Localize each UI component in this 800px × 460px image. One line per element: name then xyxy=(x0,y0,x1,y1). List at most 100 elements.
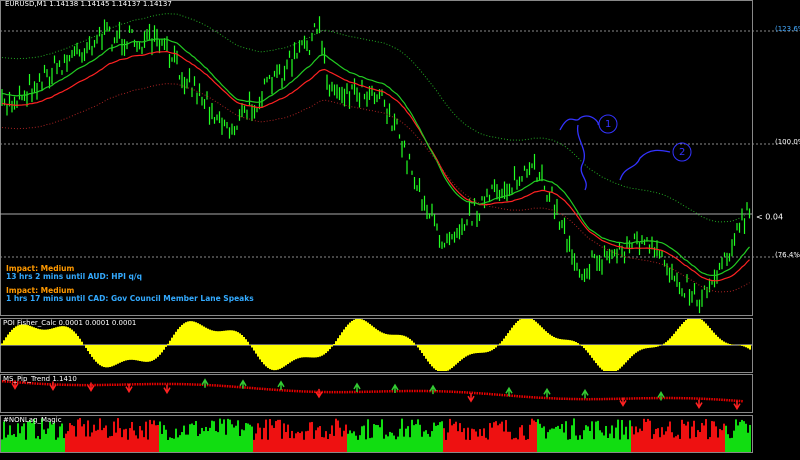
hand-drawing xyxy=(619,149,671,181)
histogram-bar xyxy=(639,428,641,452)
histogram-bar xyxy=(381,419,383,452)
histogram-bar xyxy=(3,340,5,345)
histogram-bar xyxy=(47,329,49,345)
histogram-bar xyxy=(159,421,161,452)
histogram-bar xyxy=(231,330,233,345)
histogram-bar xyxy=(27,325,29,345)
histogram-bar xyxy=(223,419,225,452)
histogram-bar xyxy=(493,422,495,452)
histogram-bar xyxy=(143,345,145,362)
histogram-bar xyxy=(245,339,247,345)
histogram-bar xyxy=(219,331,221,345)
histogram-bar xyxy=(309,345,311,358)
histogram-bar xyxy=(141,430,143,452)
histogram-bar xyxy=(373,424,375,452)
histogram-bar xyxy=(519,427,521,452)
histogram-bar xyxy=(569,439,571,452)
histogram-bar xyxy=(295,345,297,360)
histogram-bar xyxy=(271,345,273,370)
histogram-bar xyxy=(629,345,631,359)
histogram-bar xyxy=(595,345,597,364)
trend-arrow xyxy=(353,382,361,392)
histogram-bar xyxy=(347,433,349,452)
histogram-bar xyxy=(323,437,325,452)
histogram-bar xyxy=(187,434,189,452)
histogram-bar xyxy=(563,339,565,345)
histogram-bar xyxy=(495,345,497,348)
histogram-bar xyxy=(105,425,107,452)
histogram-bar xyxy=(211,420,213,452)
histogram-bar xyxy=(7,334,9,345)
histogram-bar xyxy=(87,345,89,352)
histogram-bar xyxy=(387,334,389,345)
histogram-bar xyxy=(63,326,65,345)
histogram-bar xyxy=(423,431,425,452)
histogram-bar xyxy=(573,418,575,452)
fibo-label: (123.6%) xyxy=(775,25,800,33)
histogram-bar xyxy=(461,432,463,452)
histogram-bar xyxy=(109,345,111,367)
histogram-bar xyxy=(577,439,579,452)
trend-arrow xyxy=(49,381,57,391)
histogram-bar xyxy=(723,341,725,345)
histogram-bar xyxy=(669,421,671,452)
histogram-bar xyxy=(609,433,611,452)
histogram-bar xyxy=(341,332,343,345)
histogram-bar xyxy=(329,433,331,452)
histogram-bar xyxy=(329,345,331,350)
histogram-bar xyxy=(547,432,549,452)
histogram-bar xyxy=(689,438,691,452)
histogram-bar xyxy=(443,428,445,452)
histogram-bar xyxy=(241,335,243,345)
histogram-bar xyxy=(67,327,69,345)
histogram-bar xyxy=(15,326,17,345)
histogram-bar xyxy=(535,421,537,452)
histogram-bar xyxy=(585,425,587,452)
histogram-bar xyxy=(495,421,497,452)
histogram-bar xyxy=(267,439,269,452)
histogram-bar xyxy=(353,319,355,345)
histogram-bar xyxy=(677,434,679,452)
histogram-bar xyxy=(129,428,131,452)
histogram-bar xyxy=(69,328,71,345)
histogram-bar xyxy=(465,345,467,357)
histogram-bar xyxy=(523,435,525,452)
histogram-bar xyxy=(337,338,339,345)
histogram-bar xyxy=(499,343,501,345)
histogram-bar xyxy=(749,345,751,350)
news-event: 13 hrs 2 mins until AUD: HPI q/q xyxy=(6,272,142,281)
histogram-bar xyxy=(531,319,533,345)
histogram-bar xyxy=(743,345,745,347)
histogram-bar xyxy=(299,345,301,358)
histogram-bar xyxy=(261,439,263,452)
histogram-bar xyxy=(253,345,255,351)
histogram-bar xyxy=(57,437,59,452)
histogram-bar xyxy=(417,345,419,348)
histogram-bar xyxy=(431,345,433,367)
histogram-bar xyxy=(741,419,743,452)
histogram-bar xyxy=(727,343,729,345)
histogram-bar xyxy=(723,423,725,452)
histogram-bar xyxy=(713,332,715,345)
histogram-bar xyxy=(521,425,523,452)
histogram-bar xyxy=(169,437,171,452)
histogram-bar xyxy=(387,436,389,452)
histogram-bar xyxy=(589,345,591,356)
histogram-bar xyxy=(433,422,435,452)
histogram-bar xyxy=(721,430,723,452)
histogram-bar xyxy=(677,328,679,345)
histogram-bar xyxy=(197,436,199,452)
histogram-bar xyxy=(427,345,429,362)
histogram-bar xyxy=(209,427,211,452)
histogram-bar xyxy=(129,345,131,360)
histogram-bar xyxy=(399,334,401,345)
histogram-bar xyxy=(375,424,377,452)
trend-arrow xyxy=(87,382,95,393)
histogram-bar xyxy=(647,418,649,452)
histogram-bar xyxy=(727,434,729,452)
histogram-bar xyxy=(533,420,535,452)
histogram-bar xyxy=(101,345,103,367)
trend-arrow xyxy=(657,391,665,401)
histogram-bar xyxy=(639,345,641,351)
histogram-bar xyxy=(531,418,533,452)
